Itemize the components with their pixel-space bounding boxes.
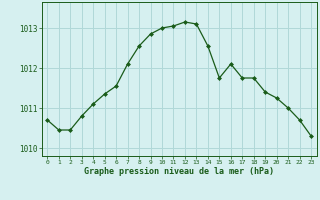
- X-axis label: Graphe pression niveau de la mer (hPa): Graphe pression niveau de la mer (hPa): [84, 167, 274, 176]
